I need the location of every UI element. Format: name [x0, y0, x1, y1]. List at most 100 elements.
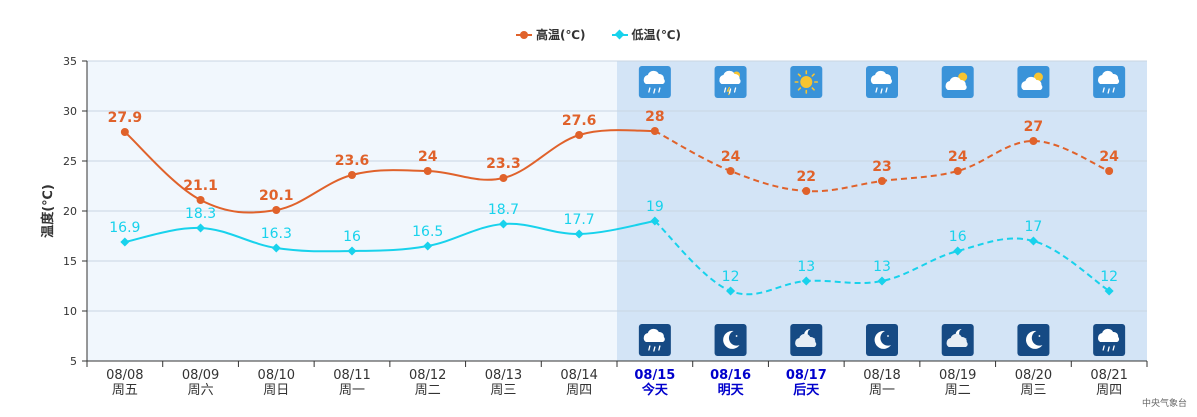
cloudy-sun-icon — [1017, 66, 1050, 98]
high-temp-label: 28 — [645, 109, 664, 125]
rain-drop — [1107, 88, 1110, 94]
x-tick-sublabel: 周一 — [869, 383, 895, 398]
x-tick-sublabel: 明天 — [718, 383, 745, 398]
x-tick-label: 08/09 — [182, 368, 219, 383]
high-temp-label: 27.9 — [108, 110, 143, 126]
high-temp-label: 27 — [1024, 119, 1043, 135]
high-temp-label: 23 — [872, 159, 891, 175]
rain-drop — [1107, 346, 1110, 352]
low-temp-label: 16.5 — [412, 224, 443, 240]
cloud-shape — [1098, 70, 1120, 84]
y-tick-label: 10 — [63, 305, 77, 318]
low-temp-point — [271, 243, 281, 253]
x-tick-label: 08/19 — [939, 368, 976, 383]
y-axis-title: 温度(℃) — [40, 184, 56, 238]
low-temp-label: 16.3 — [261, 226, 292, 242]
x-tick-label: 08/11 — [333, 368, 370, 383]
legend-low-swatch — [611, 29, 628, 40]
x-tick-label: 08/15 — [634, 368, 675, 383]
low-temp-label: 18.7 — [488, 202, 519, 218]
low-temp-label: 12 — [722, 269, 740, 285]
x-tick-sublabel: 后天 — [793, 382, 820, 398]
y-tick-label: 20 — [63, 205, 77, 218]
low-temp-label: 12 — [1100, 269, 1118, 285]
x-tick-sublabel: 周一 — [339, 383, 365, 398]
moon-icon — [866, 324, 898, 356]
x-tick-sublabel: 周三 — [1020, 383, 1046, 398]
x-tick-label: 08/17 — [786, 368, 827, 383]
rain-icon — [1093, 324, 1126, 356]
y-tick-label: 30 — [63, 105, 77, 118]
rain-icon — [638, 324, 671, 356]
legend-item-low[interactable]: 低温(℃) — [611, 26, 682, 43]
high-temp-point — [423, 167, 432, 175]
high-temp-point — [650, 127, 659, 135]
thunder-rain-icon — [714, 66, 747, 98]
y-tick-label: 15 — [63, 255, 77, 268]
high-temp-point — [878, 177, 886, 185]
legend-high-label: 高温(℃) — [535, 28, 586, 42]
rain-drop — [1102, 87, 1105, 93]
legend-item-high[interactable]: 高温(℃) — [515, 26, 586, 43]
moon-icon — [714, 324, 747, 356]
x-tick-label: 08/13 — [485, 368, 522, 383]
x-tick-sublabel: 周三 — [490, 383, 516, 398]
x-tick-label: 08/10 — [258, 368, 295, 383]
rain-drop — [880, 88, 883, 94]
cloudy-moon-icon — [941, 324, 974, 356]
rain-drop — [658, 345, 661, 351]
rain-drop — [648, 345, 651, 351]
x-tick-label: 08/20 — [1015, 368, 1052, 383]
sunny-icon — [790, 66, 823, 98]
moon-shape — [723, 330, 740, 349]
rain-icon — [1093, 66, 1126, 98]
star-shape — [887, 335, 889, 337]
x-tick-sublabel: 周五 — [112, 383, 138, 398]
icon-bg — [1017, 324, 1050, 356]
low-temp-label: 16 — [949, 229, 967, 245]
x-tick-label: 08/12 — [409, 368, 446, 383]
icon-bg — [866, 324, 898, 356]
low-temp-label: 18.3 — [185, 206, 216, 222]
x-tick-sublabel: 周二 — [945, 383, 971, 398]
x-tick-label: 08/14 — [560, 368, 597, 383]
legend: 高温(℃) 低温(℃) — [0, 26, 1197, 43]
high-temp-point — [272, 206, 281, 214]
high-temp-point — [726, 167, 735, 175]
cloud-shape — [945, 76, 967, 90]
high-temp-point — [1029, 137, 1038, 145]
sun-shape — [800, 76, 813, 88]
high-temp-label: 23.6 — [335, 153, 370, 169]
y-tick-label: 25 — [63, 155, 77, 168]
rain-icon — [638, 66, 671, 98]
rain-drop — [653, 88, 656, 94]
high-temp-point — [1105, 167, 1114, 175]
moon-shape — [874, 330, 891, 349]
x-tick-sublabel: 周六 — [188, 383, 214, 398]
high-temp-label: 20.1 — [259, 188, 294, 204]
rain-drop — [885, 87, 888, 93]
cloud-shape — [719, 70, 741, 84]
high-temp-label: 24 — [948, 149, 968, 165]
legend-low-label: 低温(℃) — [631, 28, 682, 42]
high-temp-point — [196, 196, 205, 204]
sun-ray — [797, 87, 802, 91]
cloud-shape — [643, 70, 665, 84]
high-temp-point — [575, 131, 584, 139]
low-temp-point — [120, 237, 130, 247]
rain-drop — [658, 87, 661, 93]
high-temp-point — [953, 167, 962, 175]
high-temp-label: 21.1 — [183, 178, 218, 194]
sun-ray — [811, 73, 815, 77]
high-temp-point — [120, 128, 129, 136]
high-temp-point — [802, 187, 811, 195]
cloud-shape — [946, 333, 968, 347]
moon-icon — [1017, 324, 1050, 356]
low-temp-line-observed — [124, 220, 656, 253]
x-tick-label: 08/21 — [1090, 368, 1127, 383]
high-temp-point — [499, 174, 508, 182]
rain-drop — [728, 88, 732, 94]
high-temp-label: 22 — [797, 169, 816, 185]
high-temp-label: 27.6 — [562, 113, 597, 129]
